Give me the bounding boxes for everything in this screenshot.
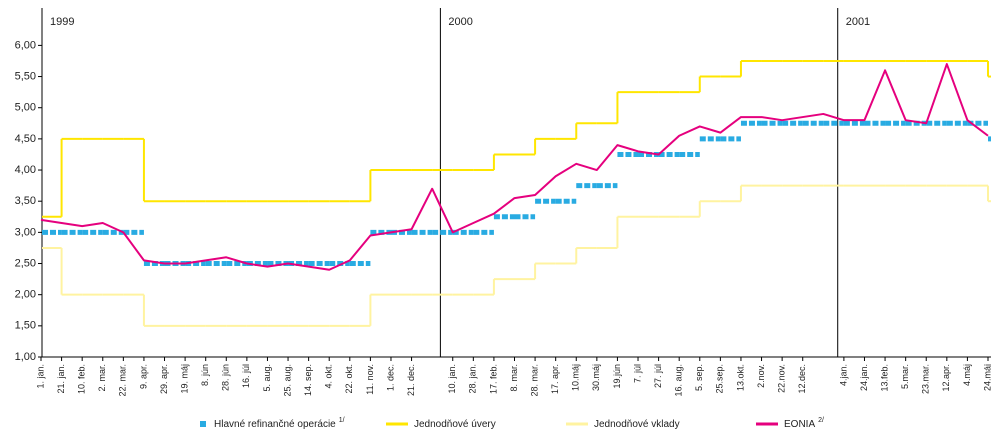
x-tick-label: 28. jan. — [468, 364, 478, 394]
x-tick-label: 8. jún — [200, 364, 210, 386]
y-tick-label: 1,00 — [15, 351, 36, 363]
x-tick-label: 4. okt. — [324, 364, 334, 389]
legend-label: Jednodňové úvery — [414, 419, 496, 430]
legend-note: 1/ — [339, 417, 345, 424]
year-label: 2001 — [846, 16, 870, 28]
x-tick-label: 5. aug. — [262, 364, 272, 392]
legend-marker — [200, 421, 206, 427]
x-tick-label: 5.mar. — [900, 364, 910, 389]
x-tick-label: 9. apr. — [138, 364, 148, 389]
x-tick-label: 14. sep. — [303, 364, 313, 396]
x-tick-label: 1. dec. — [385, 364, 395, 391]
y-tick-label: 5,50 — [15, 70, 36, 82]
y-tick-label: 3,00 — [15, 226, 36, 238]
y-tick-label: 4,00 — [15, 164, 36, 176]
x-tick-label: 19.jún — [612, 364, 622, 389]
x-tick-label: 16. júl — [241, 364, 251, 388]
x-tick-label: 29. apr. — [159, 364, 169, 394]
x-tick-label: 4.máj — [962, 364, 972, 386]
x-tick-label: 25. aug. — [282, 364, 292, 397]
x-tick-label: 16. aug. — [674, 364, 684, 397]
x-tick-label: 11. nov. — [365, 364, 375, 395]
x-tick-label: 1. jan. — [35, 364, 45, 389]
x-tick-label: 2. mar. — [97, 364, 107, 392]
step-series — [42, 184, 991, 327]
step-series — [42, 120, 991, 267]
x-tick-label: 8. mar. — [509, 364, 519, 392]
legend-label: Hlavné refinančné operácie 1/ — [214, 417, 345, 430]
line-series — [40, 63, 989, 271]
x-tick-label: 22.nov. — [777, 364, 787, 393]
x-tick-label: 21. jan. — [56, 364, 66, 394]
x-tick-label: 10.máj — [571, 364, 581, 391]
x-tick-label: 17. feb. — [488, 364, 498, 394]
x-tick-label: 21. dec. — [406, 364, 416, 396]
x-tick-label: 27. júl — [653, 364, 663, 388]
x-tick-label: 10. feb. — [77, 364, 87, 394]
x-tick-label: 5. sep. — [694, 364, 704, 391]
legend-name: Jednodňové úvery — [414, 419, 496, 430]
y-tick-label: 5,00 — [15, 102, 36, 114]
x-tick-label: 22. mar. — [118, 364, 128, 397]
x-tick-label: 23.mar. — [921, 364, 931, 394]
x-tick-label: 4.jan. — [838, 364, 848, 386]
legend-label: Jednodňové vklady — [594, 419, 680, 430]
x-tick-label: 24.máj — [982, 364, 991, 391]
x-tick-label: 17. apr. — [550, 364, 560, 394]
x-tick-label: 28. jún — [221, 364, 231, 391]
x-tick-label: 19. máj — [179, 364, 189, 394]
x-tick-label: 10. jan. — [447, 364, 457, 394]
legend-note: 2/ — [818, 417, 824, 424]
x-tick-label: 24.jan. — [859, 364, 869, 391]
legend-name: EONIA — [784, 419, 815, 430]
x-tick-label: 25.sep. — [715, 364, 725, 394]
x-tick-label: 12.apr. — [941, 364, 951, 392]
x-tick-label: 2.nov. — [756, 364, 766, 388]
legend-label: EONIA 2/ — [784, 417, 824, 430]
y-tick-label: 4,50 — [15, 133, 36, 145]
year-label: 1999 — [50, 16, 74, 28]
y-tick-label: 2,50 — [15, 257, 36, 269]
y-tick-label: 2,00 — [15, 289, 36, 301]
y-tick-label: 3,50 — [15, 195, 36, 207]
x-tick-label: 13.okt. — [735, 364, 745, 391]
x-tick-label: 13.feb. — [879, 364, 889, 392]
legend-name: Jednodňové vklady — [594, 419, 680, 430]
legend-name: Hlavné refinančné operácie — [214, 419, 336, 430]
x-tick-label: 28. mar. — [529, 364, 539, 397]
y-tick-label: 1,50 — [15, 320, 36, 332]
x-tick-label: 7. júl — [632, 364, 642, 383]
y-tick-label: 6,00 — [15, 39, 36, 51]
step-series — [42, 59, 991, 218]
year-label: 2000 — [448, 16, 472, 28]
x-tick-label: 12.dec. — [797, 364, 807, 394]
x-tick-label: 30.máj — [591, 364, 601, 391]
x-tick-label: 22. okt. — [344, 364, 354, 394]
